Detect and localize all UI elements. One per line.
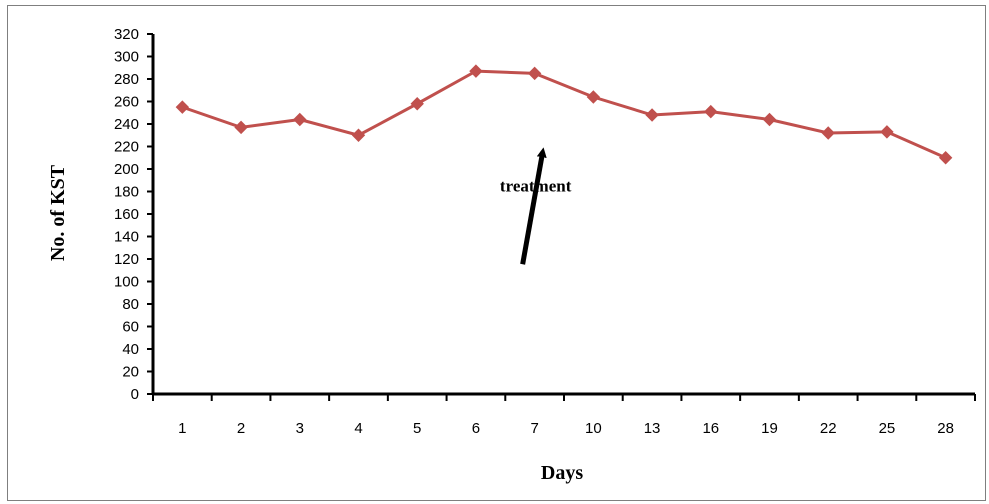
x-tick-label: 2 xyxy=(237,420,245,437)
y-tick-label: 240 xyxy=(114,116,139,133)
y-tick-label: 280 xyxy=(114,71,139,88)
y-tick-label: 180 xyxy=(114,184,139,201)
data-point xyxy=(704,104,718,119)
y-tick-label: 140 xyxy=(114,229,139,246)
data-point xyxy=(880,125,894,139)
data-point xyxy=(527,66,542,81)
y-tick-label: 80 xyxy=(122,296,139,313)
x-tick-label: 4 xyxy=(354,420,362,437)
x-tick-label: 28 xyxy=(937,420,954,437)
y-tick-label: 60 xyxy=(122,319,139,336)
data-point xyxy=(586,90,601,104)
y-axis-ticks: 0 20 40 60 80 100 120 140 160 180 200 220 240 260 280 3… xyxy=(114,26,153,403)
y-tick-label: 320 xyxy=(114,26,139,43)
x-tick-label: 7 xyxy=(530,420,538,437)
y-tick-label: 220 xyxy=(114,139,139,156)
x-axis-title: Days xyxy=(541,462,583,484)
data-point xyxy=(293,112,307,127)
data-point xyxy=(175,100,190,114)
data-point xyxy=(762,112,777,127)
data-point xyxy=(645,108,659,122)
y-tick-label: 40 xyxy=(122,341,139,358)
chart-frame xyxy=(7,5,986,501)
x-tick-label: 16 xyxy=(702,420,719,437)
data-point xyxy=(351,128,366,142)
x-tick-label: 13 xyxy=(644,420,661,437)
y-tick-label: 120 xyxy=(114,251,139,268)
x-tick-label: 10 xyxy=(585,420,602,437)
data-point xyxy=(410,97,424,111)
y-tick-label: 260 xyxy=(114,94,139,111)
x-tick-label: 5 xyxy=(413,420,421,437)
x-tick-label: 6 xyxy=(472,420,480,437)
x-tick-label: 3 xyxy=(296,420,304,437)
y-tick-label: 0 xyxy=(131,386,139,403)
data-point xyxy=(469,64,483,78)
annotation-label: treatment xyxy=(500,176,572,195)
data-points xyxy=(175,64,953,165)
y-tick-label: 20 xyxy=(122,364,139,381)
x-tick-label: 25 xyxy=(879,420,896,437)
annotation-arrow xyxy=(520,147,547,265)
axes xyxy=(151,34,975,396)
y-tick-label: 200 xyxy=(114,161,139,178)
data-point xyxy=(821,126,835,140)
annotations: treatment xyxy=(500,147,572,265)
x-tick-label: 19 xyxy=(761,420,778,437)
x-tick-label: 22 xyxy=(820,420,837,437)
y-tick-label: 160 xyxy=(114,206,139,223)
data-point xyxy=(938,151,953,165)
data-point xyxy=(234,120,248,135)
y-tick-label: 100 xyxy=(114,274,139,291)
y-tick-label: 300 xyxy=(114,49,139,66)
series-line xyxy=(181,69,947,160)
x-tick-label: 1 xyxy=(178,420,186,437)
x-axis-ticks: 1 2 3 4 5 6 7 10 13 16 19 22 25 28 xyxy=(152,394,976,437)
y-axis-title: No. of KST xyxy=(47,164,69,261)
series-line xyxy=(181,69,947,160)
